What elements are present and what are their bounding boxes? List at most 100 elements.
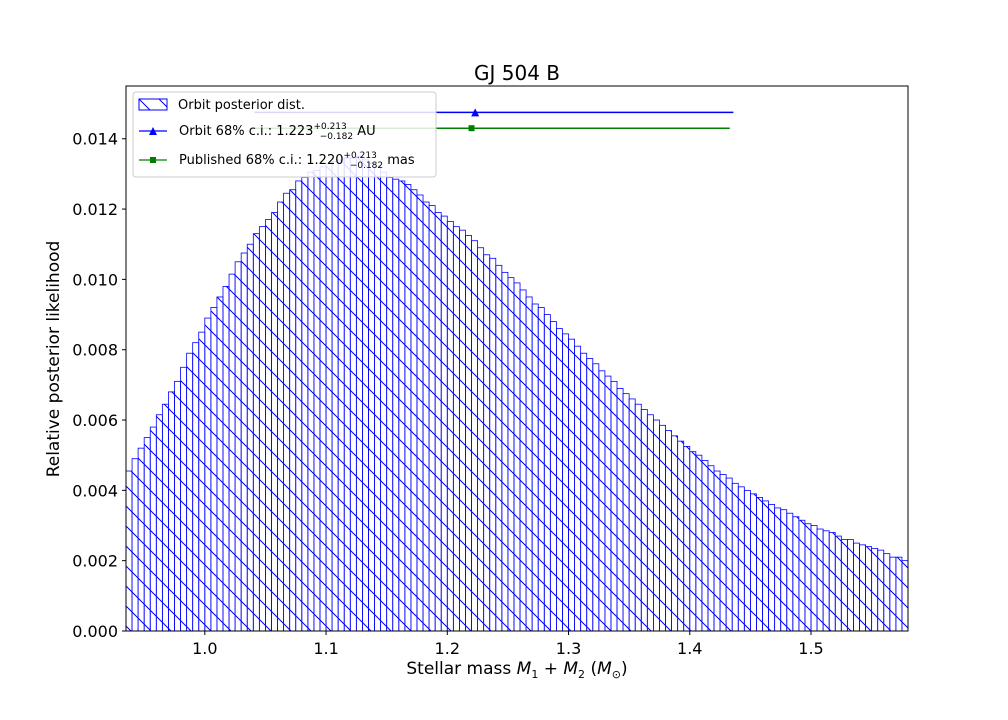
histogram-bar [422, 201, 430, 631]
x-tick-label: 1.4 [677, 639, 702, 658]
histogram-bar [652, 419, 660, 631]
histogram-bar [671, 435, 679, 631]
histogram-bar [319, 166, 327, 631]
histogram-bar [531, 303, 539, 631]
x-axis-label: Stellar mass M1 + M2 (M⊙) [406, 659, 627, 681]
histogram-bar [822, 530, 830, 631]
x-axis: 1.0 1.1 1.2 1.3 1.4 1.5 [192, 631, 824, 658]
x-tick-label: 1.5 [798, 639, 823, 658]
histogram-bar [192, 342, 200, 631]
histogram-bar [137, 447, 145, 631]
histogram-bar [271, 212, 278, 631]
histogram-bar [549, 321, 557, 631]
histogram-bar [749, 493, 757, 631]
histogram-bar [265, 219, 272, 631]
histogram-bar [355, 155, 363, 631]
histogram-bar [380, 171, 388, 631]
histogram-bar [731, 482, 739, 631]
histogram-bar [628, 398, 636, 631]
histogram-bar [604, 375, 612, 631]
histogram-bar [428, 205, 436, 631]
histogram-bar [768, 504, 776, 631]
histogram-bar [659, 424, 666, 631]
histogram-bar [331, 161, 339, 631]
histogram-bar [901, 560, 908, 631]
histogram-bar [307, 171, 315, 631]
y-tick-label: 0.010 [72, 270, 118, 289]
histogram-bar [349, 157, 357, 631]
histogram-bar [374, 166, 382, 631]
histogram-bar [471, 240, 478, 631]
histogram-bar [477, 247, 485, 631]
histogram-bar [228, 273, 236, 631]
y-tick-label: 0.014 [72, 130, 118, 149]
x-tick-label: 1.0 [192, 639, 217, 658]
histogram-bar [416, 194, 424, 631]
chart-title: GJ 504 B [474, 61, 560, 85]
legend-entry-orbit: Orbit 68% c.i.: 1.223+0.213 −0.182 AU [179, 122, 376, 142]
histogram-bar [665, 430, 672, 631]
histogram-bars [126, 155, 908, 631]
histogram-bar [362, 159, 369, 631]
histogram-bar [252, 233, 260, 631]
legend-triangle-icon [149, 127, 157, 135]
histogram-bar [440, 215, 448, 631]
histogram-bar [392, 178, 400, 631]
histogram-bar [410, 189, 418, 631]
histogram-bar [756, 496, 763, 631]
histogram-bar [725, 477, 733, 631]
histogram-bar [634, 403, 642, 631]
histogram-bar [592, 363, 600, 631]
histogram-bar [174, 380, 181, 631]
histogram-bar [126, 470, 133, 631]
histogram-bar [343, 157, 351, 631]
histogram-bar [161, 403, 169, 631]
legend-orbit-sup: +0.213 [313, 122, 346, 132]
legend-published-name: Published 68% c.i.: 1.220 [179, 153, 344, 168]
histogram-bar [258, 226, 266, 631]
histogram-bar [434, 212, 442, 631]
histogram-bar [519, 289, 527, 631]
legend-orbit-name: Orbit 68% c.i.: 1.223 [179, 124, 313, 139]
histogram-bar [877, 549, 885, 631]
histogram-bar [574, 345, 582, 631]
histogram-bar [537, 307, 545, 631]
histogram-bar [210, 307, 218, 631]
histogram-bar [646, 414, 654, 631]
histogram-bar [616, 387, 624, 631]
histogram-bar [301, 177, 309, 631]
y-tick-label: 0.004 [72, 481, 118, 500]
histogram-bar [465, 235, 472, 631]
histogram-bar [743, 489, 751, 631]
histogram-bar [719, 474, 727, 631]
legend-published-suffix: mas [383, 153, 415, 168]
histogram-bar [337, 159, 345, 631]
y-tick-label: 0.008 [72, 341, 118, 360]
histogram-bar [713, 470, 721, 631]
histogram-bar [810, 525, 818, 631]
histogram-bar [780, 509, 788, 631]
histogram-bar [186, 352, 194, 631]
histogram-bar [446, 220, 454, 631]
histogram-bar [216, 296, 224, 631]
histogram-bar [865, 546, 873, 631]
histogram-bar [180, 366, 188, 631]
histogram-bar [816, 528, 824, 631]
histogram-bar [762, 500, 769, 631]
histogram-bar [489, 257, 497, 631]
histogram-bar [871, 547, 879, 631]
histogram-bar [895, 556, 903, 631]
histogram-bar [325, 162, 333, 631]
histogram-bar [834, 535, 842, 631]
histogram-bar [495, 264, 503, 631]
legend-square-icon [150, 157, 156, 163]
histogram-bar [525, 296, 533, 631]
histogram-bar [313, 169, 321, 631]
histogram-bar [683, 446, 691, 631]
histogram-bar [459, 229, 466, 631]
histogram-bar [883, 553, 891, 631]
histogram-bar [562, 333, 569, 631]
histogram-bar [240, 252, 248, 631]
histogram-bar [859, 544, 866, 631]
histogram-bar [222, 286, 230, 631]
